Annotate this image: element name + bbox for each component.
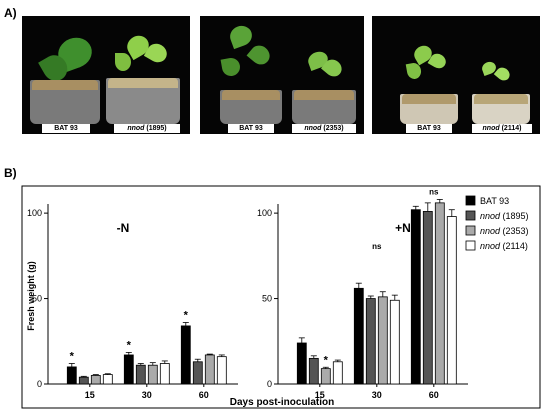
bar: [204, 354, 215, 385]
significance-label: ns: [372, 242, 382, 251]
bar: [410, 209, 421, 385]
legend-swatch: [465, 195, 476, 206]
x-axis-label: Days post-inoculation: [230, 397, 334, 408]
panel-b-label: B): [4, 166, 17, 180]
line-number: (2353): [323, 125, 344, 132]
y-tick-label: 0: [37, 379, 42, 389]
chart-frame: [21, 185, 541, 409]
subplot-title: +N: [395, 221, 411, 235]
legend-label: nnod (2353): [480, 226, 529, 236]
legend-genotype: nnod: [480, 241, 503, 251]
y-tick-label: 100: [27, 208, 42, 218]
x-tick-label: 15: [85, 390, 95, 400]
bar: [66, 366, 77, 385]
soil: [32, 80, 98, 90]
significance-label: *: [324, 354, 329, 366]
plant-label-right: nnod (1895): [114, 124, 180, 133]
x-tick-label: 30: [142, 390, 152, 400]
plant-label-left: BAT 93: [228, 124, 274, 133]
plant-label-left: BAT 93: [406, 124, 452, 133]
y-tick-label: 50: [262, 294, 272, 304]
bar: [135, 364, 146, 385]
legend-label: nnod (2114): [480, 241, 528, 251]
bar: [159, 363, 170, 385]
plant-photo-3: BAT 93 nnod (2114): [372, 16, 540, 134]
bar: [216, 356, 227, 385]
panel-a-label: A): [4, 6, 17, 20]
y-tick-label: 100: [257, 208, 272, 218]
legend-label: BAT 93: [480, 196, 509, 206]
bar: [308, 357, 319, 385]
legend-line-number: (2114): [503, 241, 528, 251]
plant-label-left: BAT 93: [42, 124, 90, 133]
genotype-name: nnod: [482, 125, 500, 132]
genotype-name: nnod: [304, 125, 322, 132]
y-tick-label: 50: [32, 294, 42, 304]
legend-line-number: (1895): [503, 211, 529, 221]
soil: [108, 78, 178, 88]
x-tick-label: 60: [429, 390, 439, 400]
bar: [180, 325, 191, 385]
significance-label: ns: [429, 187, 439, 196]
plant-photo-1: BAT 93 nnod (1895): [22, 16, 190, 134]
legend-genotype: nnod: [480, 226, 503, 236]
y-tick-label: 0: [267, 379, 272, 389]
legend-swatch: [465, 210, 476, 221]
bar: [434, 202, 445, 385]
legend-line-number: (2353): [503, 226, 529, 236]
genotype-name: nnod: [127, 125, 145, 132]
legend-swatch: [465, 240, 476, 251]
line-number: (2114): [501, 125, 522, 132]
x-tick-label: 15: [315, 390, 325, 400]
plant-label-right: nnod (2353): [292, 124, 356, 133]
bar: [123, 354, 134, 385]
bar: [446, 216, 457, 385]
bar: [102, 374, 113, 385]
bar: [422, 211, 433, 385]
bar: [377, 296, 388, 385]
soil: [222, 90, 280, 100]
plant-label-right: nnod (2114): [472, 124, 532, 133]
legend-label: nnod (1895): [480, 211, 529, 221]
bar: [78, 376, 89, 385]
bar: [332, 361, 343, 385]
legend-genotype: nnod: [480, 211, 503, 221]
bar: [365, 298, 376, 385]
subplot-title: -N: [117, 221, 130, 235]
significance-label: *: [70, 350, 75, 362]
bar: [353, 287, 364, 385]
x-tick-label: 30: [372, 390, 382, 400]
bar: [147, 364, 158, 385]
significance-label: *: [127, 339, 132, 351]
y-axis-label: Fresh weight (g): [26, 261, 36, 331]
bar: [192, 361, 203, 385]
line-number: (1895): [146, 125, 167, 132]
bar: [389, 299, 400, 385]
x-tick-label: 60: [199, 390, 209, 400]
bar: [90, 375, 101, 385]
plant-photo-2: BAT 93 nnod (2353): [200, 16, 364, 134]
bar: [320, 368, 331, 385]
legend-swatch: [465, 225, 476, 236]
soil: [294, 90, 354, 100]
soil: [474, 94, 528, 104]
soil: [402, 94, 456, 104]
significance-label: *: [184, 309, 189, 321]
bar: [296, 342, 307, 385]
